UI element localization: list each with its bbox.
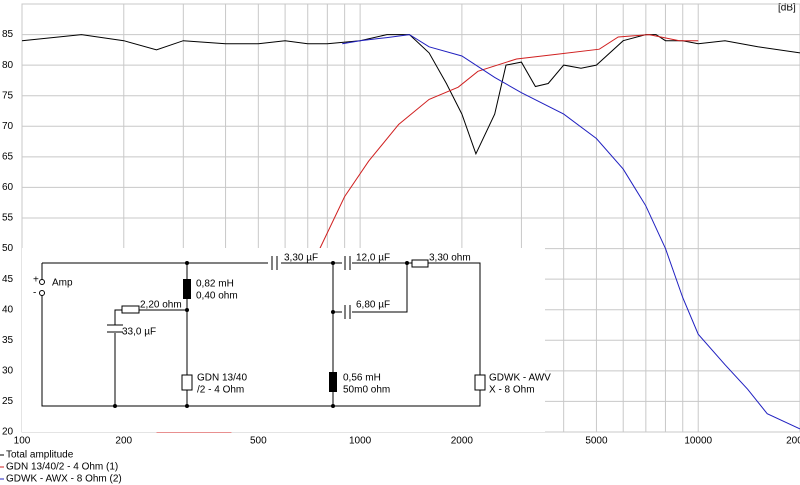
label: 0,56 mH bbox=[343, 373, 381, 384]
circuit-diagram: Amp + - 0,82 mH 0,40 ohm 2,20 ohm 33,0 µ… bbox=[22, 248, 551, 432]
circuit-background bbox=[22, 248, 545, 432]
y-tick-label: 55 bbox=[2, 213, 14, 224]
x-tick-label: 2000 bbox=[451, 436, 474, 447]
label: GDN 13/40 bbox=[197, 373, 247, 384]
y-tick-label: 30 bbox=[2, 365, 14, 376]
label: 50m0 ohm bbox=[343, 385, 390, 396]
x-tick-label: 5000 bbox=[585, 436, 608, 447]
label: 3,30 µF bbox=[284, 253, 318, 264]
legend-label: Total amplitude bbox=[6, 450, 74, 461]
series-line bbox=[21, 34, 800, 156]
label: X - 8 Ohm bbox=[489, 385, 535, 396]
label: 0,40 ohm bbox=[196, 291, 238, 302]
x-tick-label: 1000 bbox=[349, 436, 372, 447]
y-tick-label: 60 bbox=[2, 182, 14, 193]
label: Amp bbox=[52, 278, 73, 289]
y-tick-label: 35 bbox=[2, 335, 14, 346]
label: - bbox=[33, 288, 36, 299]
y-tick-label: 70 bbox=[2, 121, 14, 132]
y-tick-label: 65 bbox=[2, 151, 14, 162]
legend-label: GDWK - AWX - 8 Ohm (2) bbox=[6, 474, 122, 485]
series-line bbox=[342, 34, 800, 430]
y-axis-label: [dB] bbox=[778, 3, 796, 14]
label: 6,80 µF bbox=[356, 300, 390, 311]
label: /2 - 4 Ohm bbox=[197, 385, 244, 396]
x-tick-label: 200 bbox=[115, 436, 132, 447]
circuit-labels: Amp + - 0,82 mH 0,40 ohm 2,20 ohm 33,0 µ… bbox=[33, 253, 551, 396]
legend-label: GDN 13/40/2 - 4 Ohm (1) bbox=[6, 462, 118, 473]
y-tick-label: 50 bbox=[2, 243, 14, 254]
y-tick-label: 40 bbox=[2, 304, 14, 315]
x-tick-label: 100 bbox=[14, 436, 31, 447]
y-tick-label: 80 bbox=[2, 60, 14, 71]
y-tick-label: 20 bbox=[2, 427, 14, 438]
y-tick-label: 85 bbox=[2, 29, 14, 40]
x-tick-label: 10000 bbox=[684, 436, 712, 447]
y-tick-label: 25 bbox=[2, 396, 14, 407]
label: + bbox=[33, 275, 39, 286]
label: 0,82 mH bbox=[196, 279, 234, 290]
x-tick-label: 500 bbox=[250, 436, 267, 447]
x-tick-label: 20000 bbox=[786, 436, 800, 447]
label: 12,0 µF bbox=[356, 253, 390, 264]
label: 33,0 µF bbox=[122, 327, 156, 338]
label: 3,30 ohm bbox=[429, 253, 471, 264]
components bbox=[39, 256, 486, 408]
wires bbox=[41, 262, 481, 407]
label: 2,20 ohm bbox=[140, 300, 182, 311]
label: GDWK - AWV bbox=[489, 373, 551, 384]
y-tick-label: 45 bbox=[2, 274, 14, 285]
y-tick-label: 75 bbox=[2, 90, 14, 101]
